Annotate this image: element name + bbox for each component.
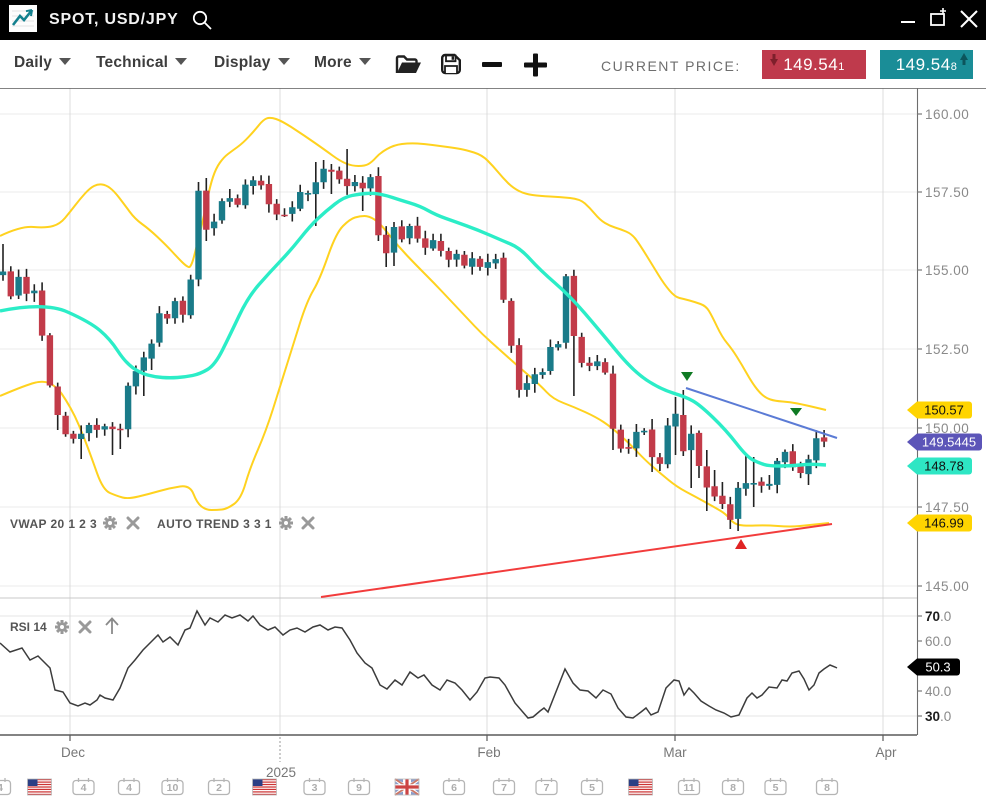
- svg-text:60.0: 60.0: [925, 634, 951, 649]
- svg-text:7: 7: [544, 782, 550, 794]
- svg-text:VWAP 20 1 2 3: VWAP 20 1 2 3: [10, 517, 97, 531]
- svg-text:4: 4: [126, 782, 132, 794]
- svg-text:2025: 2025: [266, 765, 296, 780]
- svg-text:150.57: 150.57: [924, 403, 964, 418]
- svg-text:147.50: 147.50: [925, 500, 969, 515]
- svg-text:8: 8: [730, 782, 736, 794]
- svg-text:148.78: 148.78: [924, 459, 964, 474]
- svg-text:2: 2: [216, 782, 222, 794]
- svg-text:157.50: 157.50: [925, 185, 969, 200]
- svg-text:70.0: 70.0: [925, 609, 951, 624]
- svg-text:Mar: Mar: [663, 745, 687, 760]
- svg-text:150.00: 150.00: [925, 421, 969, 436]
- svg-text:5: 5: [589, 782, 595, 794]
- svg-text:40.0: 40.0: [925, 684, 951, 699]
- svg-text:Feb: Feb: [477, 745, 500, 760]
- svg-text:RSI 14: RSI 14: [10, 620, 47, 634]
- svg-text:7: 7: [501, 782, 507, 794]
- svg-text:6: 6: [451, 782, 457, 794]
- svg-text:Dec: Dec: [61, 745, 85, 760]
- svg-text:30.0: 30.0: [925, 709, 951, 724]
- svg-text:5: 5: [773, 782, 779, 794]
- svg-text:155.00: 155.00: [925, 263, 969, 278]
- svg-text:4: 4: [81, 782, 87, 794]
- svg-text:Apr: Apr: [875, 745, 897, 760]
- svg-text:10: 10: [167, 782, 179, 794]
- svg-text:152.50: 152.50: [925, 342, 969, 357]
- svg-text:11: 11: [683, 782, 694, 794]
- svg-text:145.00: 145.00: [925, 579, 969, 594]
- svg-text:3: 3: [312, 782, 318, 794]
- svg-text:160.00: 160.00: [925, 107, 969, 122]
- svg-text:149.5445: 149.5445: [922, 435, 976, 450]
- svg-text:AUTO TREND 3 3 1: AUTO TREND 3 3 1: [157, 517, 272, 531]
- svg-text:146.99: 146.99: [924, 516, 964, 531]
- svg-text:9: 9: [356, 782, 362, 794]
- svg-text:8: 8: [824, 782, 830, 794]
- svg-text:50.3: 50.3: [925, 660, 950, 675]
- svg-text:4: 4: [0, 782, 3, 794]
